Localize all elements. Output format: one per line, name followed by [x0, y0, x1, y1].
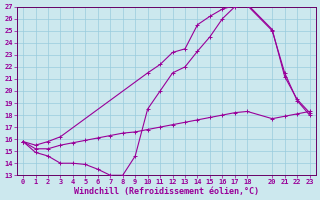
- X-axis label: Windchill (Refroidissement éolien,°C): Windchill (Refroidissement éolien,°C): [74, 187, 259, 196]
